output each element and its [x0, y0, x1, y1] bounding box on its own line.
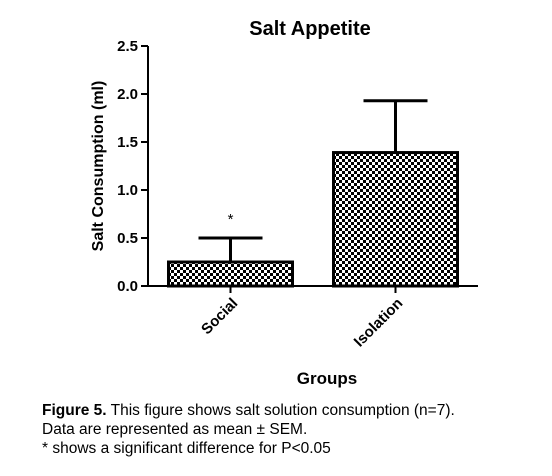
caption-label: Figure 5. [42, 402, 107, 419]
significance-marker: * [228, 211, 234, 228]
caption-text-1: This figure shows salt solution consumpt… [106, 402, 455, 419]
bar-chart: Salt Appetite Salt Consumption (ml) Grou… [90, 18, 478, 388]
y-tick-label: 0.5 [117, 230, 138, 247]
caption-line-1: Figure 5. This figure shows salt solutio… [42, 401, 550, 420]
y-tick-label: 2.5 [117, 38, 138, 55]
caption-line-3: * shows a significant difference for P<0… [42, 440, 331, 457]
caption-line-2: Data are represented as mean ± SEM. [42, 421, 308, 438]
bar [332, 151, 459, 288]
x-axis-label: Groups [297, 369, 357, 388]
y-tick-label: 2.0 [117, 86, 138, 103]
x-tick-label: Isolation [351, 295, 407, 351]
x-tick-label: Social [198, 295, 241, 338]
y-tick-label: 1.5 [117, 134, 138, 151]
chart-title: Salt Appetite [249, 18, 371, 40]
y-axis-label: Salt Consumption (ml) [90, 81, 107, 252]
plot-area: 0.0 0.5 1.0 1.5 2.0 2.5 Social Isolation * [117, 38, 478, 350]
bar [167, 260, 294, 288]
y-tick-label: 0.0 [117, 278, 138, 295]
y-tick-label: 1.0 [117, 182, 138, 199]
figure-caption: Figure 5. This figure shows salt solutio… [42, 401, 550, 458]
